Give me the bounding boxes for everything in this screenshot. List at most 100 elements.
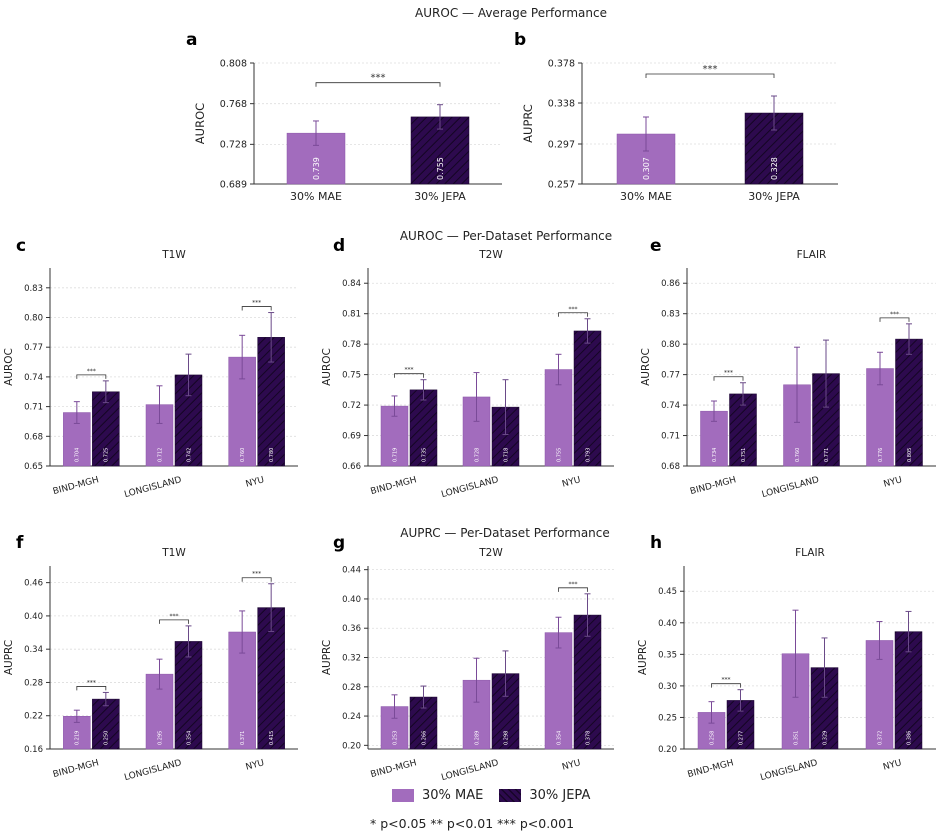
ytick-label: 0.338 [548, 98, 575, 109]
ytick-label: 0.72 [342, 401, 361, 411]
value-label: 0.725 [104, 448, 110, 462]
ytick-label: 0.45 [658, 587, 677, 597]
category-label: BIND-MGH [687, 758, 735, 780]
value-label: 0.307 [642, 157, 651, 180]
subplot-title: FLAIR [795, 547, 825, 559]
significance-bracket [76, 686, 107, 691]
category-label: 30% MAE [620, 190, 672, 203]
legend-label-mae: 30% MAE [422, 788, 484, 803]
panel-label-f: f [16, 533, 24, 553]
value-label: 0.371 [240, 731, 246, 745]
subplot-title: FLAIR [797, 249, 827, 261]
value-label: 0.298 [503, 731, 509, 745]
significance-label: *** [724, 370, 733, 377]
significance-bracket [159, 619, 189, 624]
ytick-label: 0.74 [661, 401, 680, 411]
panel-label-a: a [186, 30, 198, 50]
ytick-label: 0.689 [220, 179, 247, 190]
ytick-label: 0.84 [342, 279, 361, 289]
ytick-label: 0.768 [220, 99, 247, 110]
ytick-label: 0.44 [342, 566, 361, 576]
ytick-label: 0.74 [24, 373, 43, 383]
value-label: 0.250 [104, 731, 110, 745]
ytick-label: 0.378 [548, 58, 575, 69]
ytick-label: 0.25 [658, 713, 677, 723]
section-header-average: AUROC — Average Performance [415, 6, 607, 20]
value-label: 0.704 [75, 448, 81, 462]
bar-jepa [92, 391, 120, 467]
value-label: 0.328 [770, 157, 779, 180]
value-label: 0.258 [709, 731, 715, 745]
category-label: 30% MAE [290, 190, 342, 203]
value-label: 0.728 [474, 448, 480, 462]
value-label: 0.742 [186, 448, 192, 462]
ytick-label: 0.20 [342, 741, 361, 751]
significance-bracket [558, 587, 588, 592]
value-label: 0.751 [741, 448, 747, 462]
subplot-title: T2W [478, 249, 503, 261]
ytick-label: 0.32 [342, 653, 361, 663]
ytick-label: 0.28 [342, 683, 361, 693]
legend-swatch-jepa [499, 789, 522, 802]
subplot-title: T1W [161, 547, 186, 559]
bar-jepa [409, 389, 438, 467]
significance-bracket [315, 82, 441, 87]
significance-bracket [711, 683, 741, 688]
category-label: NYU [882, 758, 903, 773]
significance-label: *** [569, 306, 578, 313]
category-label: BIND-MGH [52, 758, 100, 780]
y-axis-label: AUPRC [521, 104, 535, 143]
bar-mae [544, 369, 573, 467]
value-label: 0.289 [474, 731, 480, 745]
significance-bracket [713, 376, 744, 381]
category-label: BIND-MGH [689, 475, 737, 497]
value-label: 0.266 [421, 731, 427, 745]
value-label: 0.415 [269, 731, 275, 745]
category-label: NYU [561, 475, 582, 490]
value-label: 0.277 [738, 731, 744, 745]
category-label: BIND-MGH [370, 758, 418, 780]
y-axis-label: AUROC [3, 348, 15, 386]
value-label: 0.776 [878, 448, 884, 462]
category-label: LONGISLAND [440, 475, 500, 500]
significance-label: *** [722, 677, 731, 684]
value-label: 0.253 [392, 731, 398, 745]
significance-label: *** [890, 311, 899, 318]
y-axis-label: AUROC [193, 103, 207, 144]
ytick-label: 0.46 [24, 579, 43, 589]
legend-swatch-mae [392, 789, 414, 802]
panel-label-b: b [514, 30, 527, 50]
bar-mae [228, 631, 256, 750]
value-label: 0.780 [269, 448, 275, 462]
ytick-label: 0.80 [24, 313, 43, 323]
significance-label: *** [569, 581, 578, 588]
category-label: LONGISLAND [123, 475, 183, 500]
value-label: 0.372 [877, 731, 883, 745]
ytick-label: 0.297 [548, 139, 575, 150]
value-label: 0.354 [186, 731, 192, 745]
ytick-label: 0.728 [220, 140, 247, 151]
value-label: 0.760 [795, 448, 801, 462]
significance-bracket [241, 306, 272, 311]
ytick-label: 0.68 [661, 462, 680, 472]
ytick-label: 0.66 [342, 462, 361, 472]
ytick-label: 0.77 [661, 371, 680, 381]
category-label: LONGISLAND [759, 758, 819, 783]
ytick-label: 0.86 [661, 279, 680, 289]
ytick-label: 0.71 [661, 432, 680, 442]
value-label: 0.351 [793, 731, 799, 745]
bar-jepa [92, 698, 120, 750]
value-label: 0.735 [421, 448, 427, 462]
value-label: 0.386 [906, 731, 912, 745]
ytick-label: 0.36 [342, 624, 361, 634]
significance-label: *** [371, 73, 386, 84]
value-label: 0.755 [436, 157, 445, 180]
ytick-label: 0.83 [661, 310, 680, 320]
subplot-title: T2W [478, 547, 503, 559]
value-label: 0.719 [392, 448, 398, 462]
ytick-label: 0.24 [342, 712, 361, 722]
ytick-label: 0.65 [24, 462, 43, 472]
significance-bracket [645, 73, 775, 78]
ytick-label: 0.30 [658, 682, 677, 692]
ytick-label: 0.77 [24, 343, 43, 353]
